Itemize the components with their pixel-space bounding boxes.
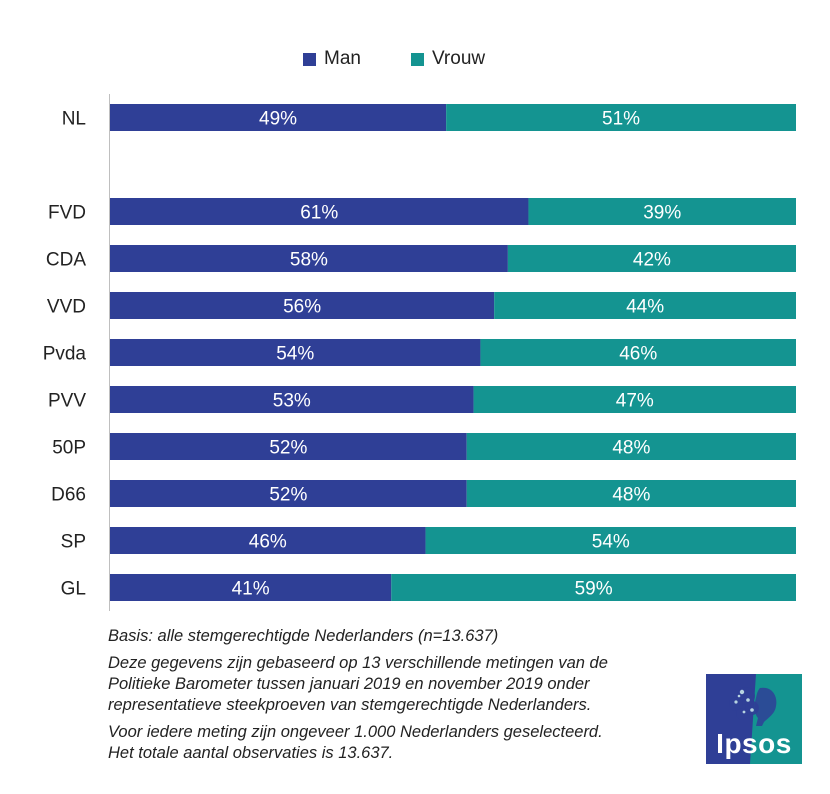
data-label-man: 52% <box>269 485 307 506</box>
data-label-man: 61% <box>300 203 338 224</box>
category-label: FVD <box>48 203 86 224</box>
bar-vrouw <box>507 245 796 272</box>
data-label-vrouw: 46% <box>619 344 657 365</box>
stacked-bar-chart: NL 49% 51% FVD 61% 39% CDA 58% 42% VVD 56% 44% Pvda 5… <box>43 94 796 611</box>
meting-note-line-2: Het totale aantal observaties is 13.637. <box>108 744 394 762</box>
category-label: D66 <box>51 485 86 506</box>
category-label: VVD <box>47 297 86 318</box>
legend: Man Vrouw <box>303 46 535 72</box>
ipsos-logo-text: Ipsos <box>716 728 792 759</box>
bar-vrouw <box>480 339 796 366</box>
data-label-vrouw: 54% <box>592 532 630 553</box>
ipsos-logo: Ipsos <box>706 674 802 764</box>
bar-man <box>110 104 447 131</box>
bar-vrouw <box>466 480 796 507</box>
meting-note-line-1: Voor iedere meting zijn ongeveer 1.000 N… <box>108 723 603 741</box>
bar-vrouw <box>473 386 796 413</box>
data-label-vrouw: 44% <box>626 297 664 318</box>
data-label-man: 41% <box>232 579 270 600</box>
data-label-man: 52% <box>269 438 307 459</box>
bar-man <box>110 433 467 460</box>
bar-vrouw <box>466 433 796 460</box>
data-label-man: 58% <box>290 250 328 271</box>
data-note-line-1: Deze gegevens zijn gebaseerd op 13 versc… <box>108 654 608 672</box>
data-label-man: 49% <box>259 109 297 130</box>
legend-swatch-vrouw <box>410 52 424 66</box>
legend-item-vrouw: Vrouw <box>410 48 486 70</box>
category-label: Pvda <box>43 344 87 365</box>
data-label-vrouw: 51% <box>602 109 640 130</box>
bar-man <box>110 527 426 554</box>
category-label: SP <box>61 532 86 553</box>
bar-vrouw <box>494 292 796 319</box>
meting-note: Voor iedere meting zijn ongeveer 1.000 N… <box>108 722 698 764</box>
category-label: GL <box>61 579 86 600</box>
data-label-vrouw: 47% <box>616 391 654 412</box>
legend-label-man: Man <box>324 48 361 69</box>
bar-vrouw <box>528 198 796 225</box>
data-note: Deze gegevens zijn gebaseerd op 13 versc… <box>108 653 698 716</box>
data-label-vrouw: 39% <box>643 203 681 224</box>
bar-vrouw <box>425 527 796 554</box>
data-label-man: 46% <box>249 532 287 553</box>
legend-label-vrouw: Vrouw <box>431 48 486 69</box>
bar-vrouw <box>391 574 796 601</box>
category-label: 50P <box>52 438 86 459</box>
data-label-vrouw: 59% <box>575 579 613 600</box>
data-note-line-3: representatieve steekproeven van stemger… <box>108 696 592 714</box>
bar-man <box>110 574 392 601</box>
data-label-vrouw: 48% <box>612 485 650 506</box>
category-label: NL <box>62 109 86 130</box>
bar-vrouw <box>446 104 796 131</box>
legend-item-man: Man <box>303 48 361 70</box>
data-label-vrouw: 48% <box>612 438 650 459</box>
bar-man <box>110 480 467 507</box>
bar-man <box>110 386 474 413</box>
bar-man <box>110 198 529 225</box>
bar-man <box>110 339 481 366</box>
bar-man <box>110 245 508 272</box>
data-label-man: 54% <box>276 344 314 365</box>
data-label-man: 53% <box>273 391 311 412</box>
data-note-line-2: Politieke Barometer tussen januari 2019 … <box>108 675 590 693</box>
data-label-vrouw: 42% <box>633 250 671 271</box>
category-label: PVV <box>48 391 86 412</box>
ipsos-logo-icon <box>706 674 802 764</box>
legend-swatch-man <box>303 52 316 66</box>
data-label-man: 56% <box>283 297 321 318</box>
category-label: CDA <box>46 250 86 271</box>
bar-man <box>110 292 495 319</box>
basis-note: Basis: alle stemgerechtigde Nederlanders… <box>108 627 499 645</box>
footnotes: Basis: alle stemgerechtigde Nederlanders… <box>108 626 698 770</box>
